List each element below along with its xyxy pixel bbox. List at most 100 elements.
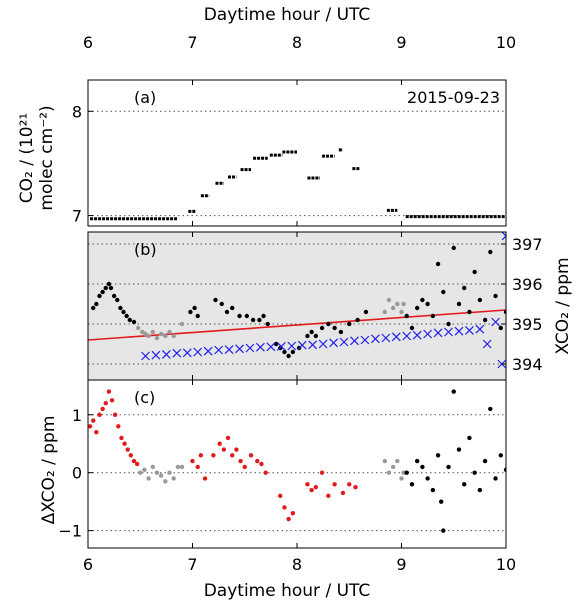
data-point: [451, 389, 456, 394]
data-point-x: [224, 345, 234, 355]
data-point: [167, 329, 172, 335]
data-point-x: [287, 341, 297, 351]
data-point-x: [141, 351, 150, 361]
data-point: [363, 309, 369, 315]
data-point: [217, 441, 222, 446]
data-point: [202, 476, 208, 481]
data-point: [158, 473, 164, 478]
panel-c-ytick-label: −1: [58, 522, 82, 541]
data-point: [225, 435, 231, 441]
data-point: [125, 447, 130, 452]
data-point: [441, 528, 446, 533]
data-point: [399, 309, 404, 315]
data-point: [211, 453, 216, 458]
panel-b-plot-area: [88, 232, 506, 369]
data-point: [106, 389, 112, 394]
x-tick-label-bottom: 10: [496, 555, 516, 574]
x-tick-label-top: 10: [496, 33, 516, 52]
data-point: [503, 467, 506, 472]
data-point: [305, 482, 310, 487]
x-axis-bottom-label: Daytime hour / UTC: [204, 581, 371, 600]
data-point: [167, 470, 172, 475]
data-point: [112, 412, 118, 417]
panel-c-ytick-label: 1: [72, 406, 82, 425]
data-point: [498, 325, 503, 331]
data-point: [309, 329, 314, 335]
data-point: [493, 476, 498, 481]
data-point-x: [423, 329, 433, 339]
data-point: [425, 301, 430, 307]
data-point: [158, 331, 164, 337]
data-point: [224, 309, 230, 315]
data-point: [242, 464, 247, 470]
data-point: [91, 418, 96, 423]
data-point: [119, 435, 124, 441]
panel-b-ytick-label: 397: [512, 235, 543, 254]
data-point: [347, 482, 352, 487]
data-point: [493, 293, 498, 299]
x-tick-label-top: 7: [187, 33, 197, 52]
panel-b-label: (b): [134, 240, 157, 259]
data-point: [195, 313, 200, 319]
data-point-x: [454, 326, 464, 336]
data-point-x: [245, 343, 255, 353]
panel-a-ytick-label: 8: [72, 102, 82, 121]
data-point: [456, 301, 462, 307]
data-point: [244, 313, 250, 319]
data-point: [482, 317, 488, 323]
data-point: [430, 313, 436, 319]
data-point: [143, 331, 148, 337]
data-point: [309, 487, 314, 493]
data-point: [146, 333, 151, 339]
data-point: [94, 429, 99, 435]
data-point: [230, 305, 235, 311]
data-point: [488, 406, 493, 412]
data-point-x: [360, 335, 370, 345]
data-point: [94, 301, 99, 307]
data-point: [446, 464, 451, 470]
data-point: [286, 353, 291, 359]
data-point: [188, 309, 193, 315]
panel-b-ylabel: XCO₂ / ppm: [553, 257, 573, 354]
data-point: [263, 470, 268, 475]
data-point: [282, 505, 287, 510]
data-point: [390, 305, 396, 311]
data-point: [100, 289, 105, 295]
x-tick-label-bottom: 8: [292, 555, 302, 574]
data-point: [347, 321, 352, 327]
data-point-x: [391, 332, 401, 342]
data-point: [441, 289, 446, 295]
data-point: [150, 329, 155, 335]
data-point: [290, 511, 296, 516]
data-point: [154, 470, 160, 475]
data-point-x: [329, 338, 338, 348]
data-point: [386, 297, 392, 303]
data-point: [482, 458, 488, 464]
data-point-x: [235, 344, 244, 354]
data-point: [171, 476, 176, 481]
data-point-x: [276, 341, 286, 351]
data-point: [128, 453, 134, 458]
panel-c-label: (c): [134, 388, 155, 407]
data-point-x: [151, 350, 161, 360]
fit-line: [88, 309, 506, 341]
data-point: [134, 461, 140, 467]
data-point: [91, 305, 96, 311]
data-point: [404, 470, 409, 475]
data-point: [116, 424, 121, 429]
data-point: [390, 464, 396, 470]
data-point: [467, 309, 472, 315]
data-point: [88, 424, 93, 429]
panel-a-ytick-label: 7: [72, 207, 82, 226]
data-point: [326, 493, 331, 499]
data-point-x: [203, 346, 213, 356]
data-point: [409, 325, 415, 331]
data-point: [313, 484, 319, 490]
data-point: [100, 406, 105, 412]
data-point-x: [370, 334, 380, 344]
data-point-x: [412, 330, 422, 340]
data-point: [163, 333, 168, 339]
data-point-x: [350, 336, 359, 346]
panel-a-label: (a): [134, 88, 156, 107]
data-point: [135, 325, 141, 331]
